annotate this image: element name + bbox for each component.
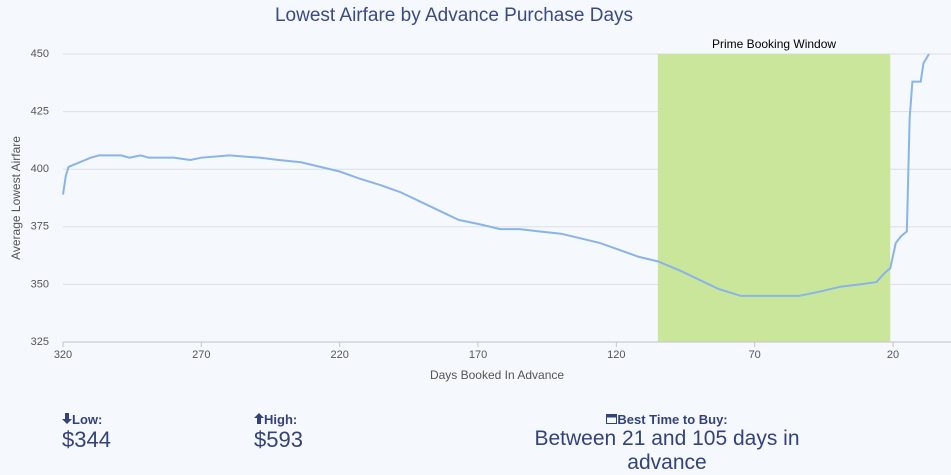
y-tick-label: 325 — [31, 336, 49, 348]
x-tick-label: 270 — [192, 349, 210, 361]
y-tick-label: 350 — [31, 278, 49, 290]
calendar-icon — [606, 414, 618, 424]
x-axis-label: Days Booked In Advance — [430, 368, 564, 382]
low-label-text: Low: — [72, 412, 103, 427]
low-value: $344 — [62, 427, 111, 452]
best-label: Best Time to Buy: — [492, 412, 842, 427]
chart-title: Lowest Airfare by Advance Purchase Days — [275, 5, 633, 26]
best-label-text: Best Time to Buy: — [617, 412, 728, 427]
x-tick-label: 170 — [469, 349, 487, 361]
chart: Lowest Airfare by Advance Purchase Days … — [9, 5, 951, 382]
high-value: $593 — [254, 427, 303, 452]
band-label: Prime Booking Window — [712, 37, 836, 51]
x-tick-label: 320 — [54, 349, 72, 361]
high-label-text: High: — [264, 412, 298, 427]
x-tick-label: 70 — [749, 349, 761, 361]
y-axis-label: Average Lowest Airfare — [9, 136, 23, 260]
y-tick-label: 400 — [31, 163, 49, 175]
x-tick-label: 220 — [330, 349, 348, 361]
page: Lowest Airfare by Advance Purchase Days … — [9, 5, 951, 474]
x-tick-label: 20 — [887, 349, 899, 361]
high-stat: High: $593 — [254, 412, 303, 453]
down-arrow-icon — [62, 413, 72, 424]
y-tick-label: 375 — [31, 221, 49, 233]
high-label: High: — [254, 412, 303, 427]
x-tick-label: 120 — [607, 349, 625, 361]
y-tick-label: 450 — [31, 48, 49, 60]
low-stat: Low: $344 — [62, 412, 111, 453]
best-stat: Best Time to Buy: Between 21 and 105 day… — [492, 412, 842, 475]
low-label: Low: — [62, 412, 111, 427]
booking-window — [657, 54, 891, 342]
up-arrow-icon — [254, 413, 264, 424]
best-value: Between 21 and 105 days in advance — [534, 427, 800, 474]
y-tick-label: 425 — [31, 106, 49, 118]
airfare-line — [62, 53, 930, 297]
